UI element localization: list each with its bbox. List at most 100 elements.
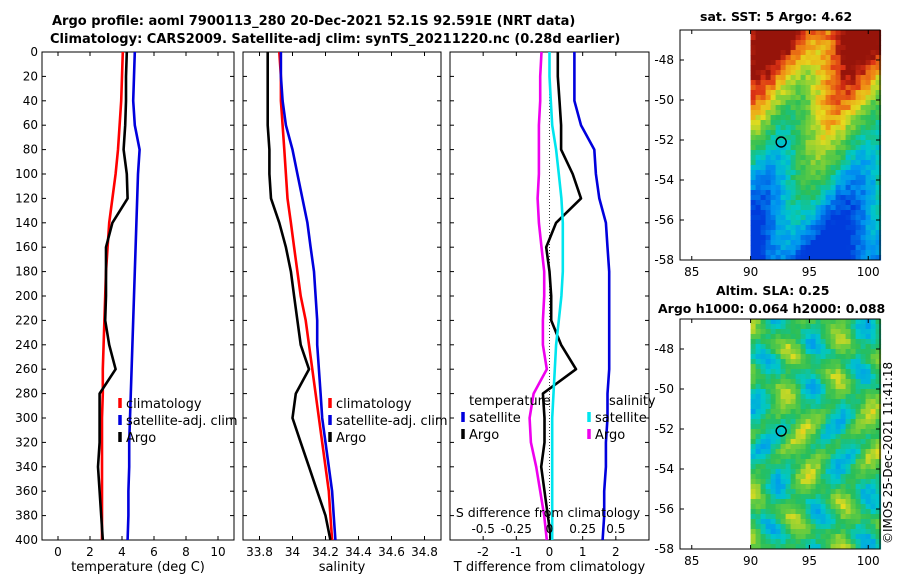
field-cell: [800, 230, 807, 236]
field-cell: [840, 339, 847, 345]
field-cell: [825, 429, 832, 435]
field-cell: [815, 95, 822, 101]
field-cell: [760, 514, 767, 520]
field-cell: [840, 524, 847, 530]
field-cell: [805, 225, 812, 231]
field-cell: [820, 389, 827, 395]
field-cell: [870, 140, 877, 146]
field-cell: [795, 240, 802, 246]
y-tick-label: 20: [23, 69, 38, 83]
field-cell: [800, 75, 807, 81]
field-cell: [780, 529, 787, 535]
field-cell: [855, 459, 862, 465]
field-cell: [810, 45, 817, 51]
field-cell: [870, 519, 877, 525]
field-cell: [780, 205, 787, 211]
field-cell: [865, 240, 872, 246]
field-cell: [835, 469, 842, 475]
field-cell: [825, 150, 832, 156]
field-cell: [840, 100, 847, 106]
field-cell: [845, 364, 852, 370]
field-cell: [850, 349, 857, 355]
field-cell: [825, 409, 832, 415]
field-cell: [820, 519, 827, 525]
field-cell: [875, 155, 882, 161]
field-cell: [800, 504, 807, 510]
field-cell: [860, 185, 867, 191]
field-cell: [815, 35, 822, 41]
field-cell: [820, 439, 827, 445]
field-cell: [790, 419, 797, 425]
field-cell: [790, 429, 797, 435]
field-cell: [830, 434, 837, 440]
field-cell: [840, 464, 847, 470]
field-cell: [800, 519, 807, 525]
field-cell: [865, 80, 872, 86]
secondary-tick-label: 0.25: [569, 522, 596, 536]
field-cell: [795, 454, 802, 460]
field-cell: [795, 329, 802, 335]
field-cell: [865, 190, 872, 196]
field-cell: [775, 494, 782, 500]
field-cell: [850, 339, 857, 345]
field-cell: [865, 140, 872, 146]
field-cell: [750, 205, 757, 211]
field-cell: [865, 324, 872, 330]
field-cell: [760, 394, 767, 400]
field-cell: [780, 504, 787, 510]
field-cell: [760, 55, 767, 61]
field-cell: [825, 509, 832, 515]
field-cell: [815, 80, 822, 86]
field-cell: [750, 190, 757, 196]
field-cell: [850, 60, 857, 66]
field-cell: [840, 389, 847, 395]
field-cell: [800, 464, 807, 470]
field-cell: [845, 544, 852, 550]
field-cell: [845, 509, 852, 515]
field-cell: [870, 235, 877, 241]
field-cell: [790, 354, 797, 360]
field-cell: [835, 474, 842, 480]
field-cell: [850, 45, 857, 51]
field-cell: [795, 90, 802, 96]
field-cell: [855, 354, 862, 360]
field-cell: [785, 429, 792, 435]
field-cell: [800, 85, 807, 91]
field-cell: [770, 235, 777, 241]
y-tick-label: 80: [23, 143, 38, 157]
x-tick-label: 90: [743, 265, 758, 279]
field-cell: [835, 329, 842, 335]
field-cell: [860, 354, 867, 360]
field-cell: [870, 200, 877, 206]
field-cell: [810, 200, 817, 206]
field-cell: [765, 544, 772, 550]
field-cell: [875, 245, 882, 251]
field-cell: [755, 339, 762, 345]
field-cell: [870, 190, 877, 196]
field-cell: [875, 70, 882, 76]
field-cell: [765, 429, 772, 435]
field-cell: [830, 190, 837, 196]
field-cell: [840, 240, 847, 246]
field-cell: [830, 444, 837, 450]
field-cell: [755, 424, 762, 430]
field-cell: [820, 95, 827, 101]
field-cell: [800, 195, 807, 201]
field-cell: [855, 334, 862, 340]
field-cell: [785, 409, 792, 415]
field-cell: [810, 150, 817, 156]
y-tick-label: 340: [15, 460, 38, 474]
field-cell: [790, 50, 797, 56]
field-cell: [850, 160, 857, 166]
field-cell: [810, 384, 817, 390]
field-cell: [840, 95, 847, 101]
field-cell: [865, 344, 872, 350]
field-cell: [755, 90, 762, 96]
field-cell: [770, 100, 777, 106]
field-cell: [860, 344, 867, 350]
sla-field: [750, 319, 882, 550]
field-cell: [875, 165, 882, 171]
field-cell: [835, 160, 842, 166]
field-cell: [820, 210, 827, 216]
field-cell: [755, 115, 762, 121]
